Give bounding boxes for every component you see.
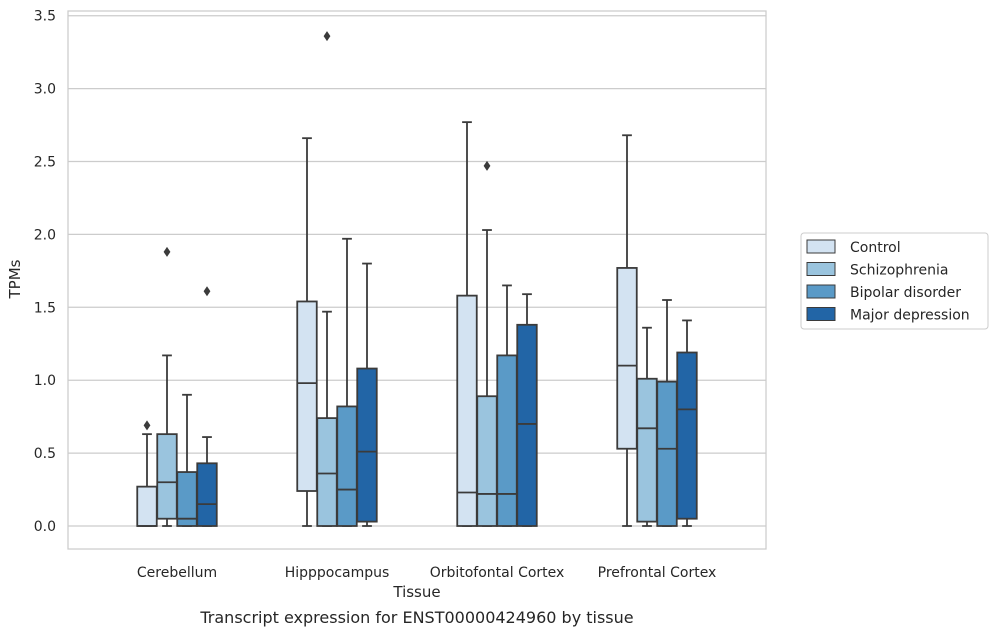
y-tick-label: 1.0	[34, 373, 56, 389]
y-tick-label: 3.0	[34, 82, 56, 98]
plot-frame	[67, 10, 767, 550]
box-schizophrenia	[636, 326, 658, 527]
box-bipolar-disorder	[176, 393, 198, 527]
iqr-box	[616, 267, 638, 450]
iqr-box	[496, 354, 518, 527]
y-tick-label: 1.5	[34, 300, 56, 316]
iqr-box	[336, 405, 358, 527]
iqr-box	[316, 417, 338, 527]
legend-label: Control	[850, 240, 901, 256]
box-major-depression	[196, 286, 218, 527]
iqr-box	[636, 377, 658, 523]
legend-swatch	[806, 262, 836, 276]
legend-frame	[800, 232, 989, 330]
y-tick-label: 0.5	[34, 446, 56, 462]
box-bipolar-disorder	[336, 237, 358, 527]
x-tick-label: Orbitofontal Cortex	[430, 565, 565, 581]
legend-swatch	[806, 307, 836, 321]
y-tick-label: 2.0	[34, 227, 56, 243]
iqr-box	[296, 300, 318, 492]
y-gridlines	[68, 15, 766, 527]
box-groups	[136, 31, 698, 527]
box-control	[456, 121, 478, 527]
iqr-box	[456, 294, 478, 527]
box-schizophrenia	[316, 31, 338, 527]
box-control	[616, 134, 638, 527]
y-tick-label: 3.5	[34, 9, 56, 25]
x-tick-label: Hipppocampus	[285, 565, 390, 581]
box-bipolar-disorder	[656, 299, 678, 527]
iqr-box	[196, 462, 218, 527]
legend-label: Schizophrenia	[850, 263, 948, 279]
outlier-point	[143, 420, 151, 431]
box-schizophrenia	[476, 160, 498, 527]
legend-label: Major depression	[850, 308, 970, 324]
iqr-box	[656, 380, 678, 527]
box-major-depression	[516, 293, 538, 527]
legend-swatch	[806, 284, 836, 299]
iqr-box	[136, 485, 158, 527]
outlier-point	[483, 160, 491, 171]
iqr-box	[516, 323, 538, 527]
y-axis-label: TPMs	[6, 259, 24, 299]
box-major-depression	[356, 262, 378, 527]
iqr-box	[676, 351, 698, 520]
x-tick-labels: Cerebellum Hipppocampus Orbitofontal Corte…	[137, 565, 716, 581]
outlier-point	[163, 246, 171, 257]
x-tick-label: Cerebellum	[137, 565, 217, 581]
y-tick-labels: 0.0 0.5 1.0 1.5 2.0 2.5 3.0 3.5	[34, 9, 56, 535]
box-major-depression	[676, 319, 698, 527]
chart-caption: Transcript expression for ENST0000042496…	[199, 608, 633, 627]
box-control	[296, 137, 318, 527]
box-schizophrenia	[156, 246, 178, 527]
legend: Control Schizophrenia Bipolar disorder Majo…	[800, 232, 989, 330]
x-axis-label: Tissue	[392, 583, 440, 601]
iqr-box	[476, 395, 498, 527]
box-control	[136, 420, 158, 527]
legend-label: Bipolar disorder	[850, 285, 961, 301]
legend-swatch	[806, 239, 836, 254]
iqr-box	[156, 433, 178, 520]
y-tick-label: 0.0	[34, 519, 56, 535]
outlier-point	[323, 31, 331, 42]
y-tick-label: 2.5	[34, 155, 56, 171]
outlier-point	[203, 286, 211, 297]
iqr-box	[356, 367, 378, 523]
x-tick-label: Prefrontal Cortex	[598, 565, 717, 581]
box-bipolar-disorder	[496, 284, 518, 527]
